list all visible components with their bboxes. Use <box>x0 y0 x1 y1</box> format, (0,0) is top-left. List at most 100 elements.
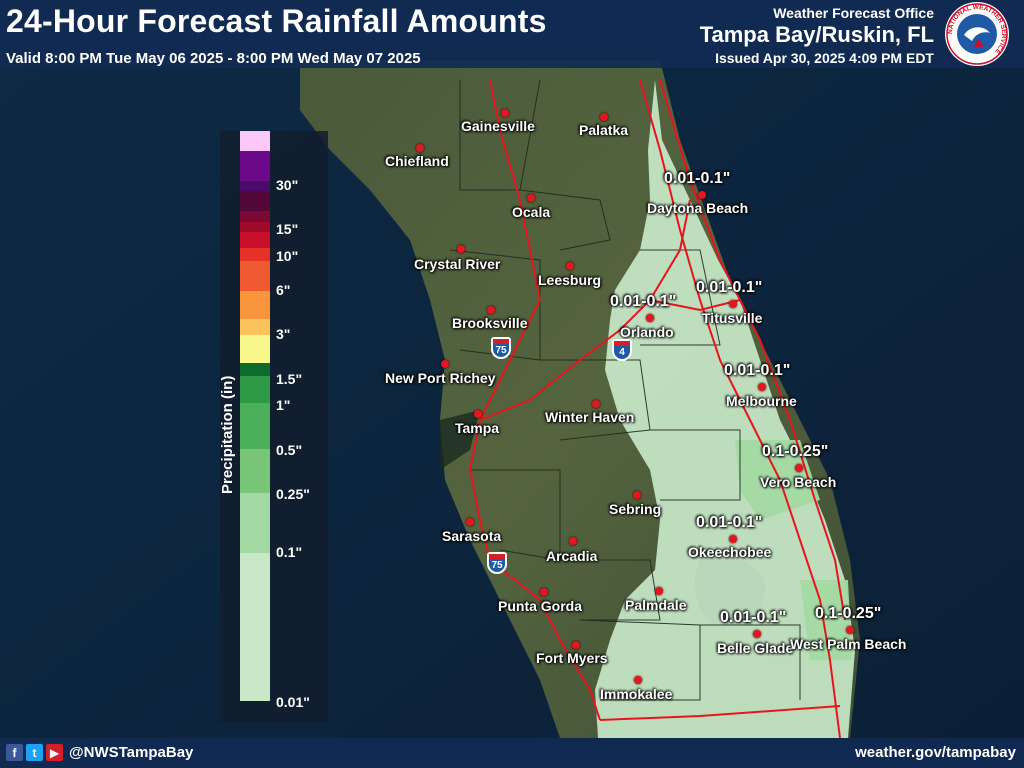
legend-swatch <box>240 248 270 261</box>
header-bar: 24-Hour Forecast Rainfall Amounts Valid … <box>0 0 1024 68</box>
rain-area-0.1-0.25 <box>735 440 852 660</box>
legend-title: Precipitation (in) <box>219 375 236 494</box>
city-marker <box>540 588 548 596</box>
city-label: Crystal River <box>414 256 501 272</box>
legend-tick-label: 15" <box>276 221 299 237</box>
legend-tick-label: 0.25" <box>276 486 310 502</box>
city-label: Tampa <box>455 420 500 436</box>
city-label: Chiefland <box>385 153 449 169</box>
city-label: Punta Gorda <box>498 598 583 614</box>
city-marker <box>698 191 706 199</box>
city-marker <box>527 194 535 202</box>
rainfall-amount-label: 0.1-0.25" <box>815 605 882 622</box>
twitter-icon[interactable]: t <box>26 744 43 761</box>
rainfall-amount-label: 0.01-0.1" <box>720 609 787 626</box>
legend-swatch <box>240 335 270 363</box>
legend-swatch <box>240 291 270 319</box>
legend-swatch <box>240 319 270 335</box>
legend-swatch <box>240 493 270 553</box>
legend-tick-label: 6" <box>276 282 291 298</box>
highway-network <box>468 79 846 739</box>
office-label: Weather Forecast Office <box>773 5 934 21</box>
legend-colorbar <box>240 131 270 701</box>
city-marker <box>729 535 737 543</box>
legend-swatch <box>240 363 270 376</box>
city-marker <box>566 262 574 270</box>
city-marker <box>572 641 580 649</box>
city-marker <box>655 587 663 595</box>
legend-tick-label: 30" <box>276 177 299 193</box>
legend-tick-label: 1.5" <box>276 371 303 387</box>
legend-swatch <box>240 449 270 493</box>
city-marker <box>569 537 577 545</box>
city-label: Leesburg <box>538 272 602 288</box>
legend-tick-label: 0.5" <box>276 442 303 458</box>
city-marker <box>600 113 608 121</box>
city-label: Winter Haven <box>545 409 635 425</box>
social-icons: f t ▶ <box>6 744 63 761</box>
city-label: New Port Richey <box>385 370 496 386</box>
city-label: Immokalee <box>600 686 673 702</box>
legend-swatch <box>240 376 270 403</box>
legend-panel <box>220 131 328 722</box>
legend-swatch <box>240 151 270 181</box>
issued-time: Issued Apr 30, 2025 4:09 PM EDT <box>715 50 934 66</box>
city-label: Sarasota <box>442 528 502 544</box>
city-marker <box>487 306 495 314</box>
facebook-icon[interactable]: f <box>6 744 23 761</box>
nws-logo: NATIONAL WEATHER SERVICE <box>945 2 1009 66</box>
city-marker <box>795 464 803 472</box>
city-label: Ocala <box>512 204 551 220</box>
city-marker <box>416 144 424 152</box>
interstate-shield: 75 <box>487 552 507 574</box>
rainfall-amount-label: 0.01-0.1" <box>610 293 677 310</box>
city-label: Titusville <box>702 310 763 326</box>
footer-bar: f t ▶ @NWSTampaBay weather.gov/tampabay <box>0 738 1024 768</box>
legend-tick-label: 0.1" <box>276 544 303 560</box>
city-label: Fort Myers <box>536 650 608 666</box>
city-marker <box>753 630 761 638</box>
legend-swatch <box>240 403 270 449</box>
city-marker <box>729 300 737 308</box>
city-marker <box>633 491 641 499</box>
legend-swatch <box>240 211 270 222</box>
legend-tick-label: 0.01" <box>276 694 310 710</box>
website-link[interactable]: weather.gov/tampabay <box>855 744 1016 761</box>
city-label: Gainesville <box>461 118 535 134</box>
city-label: Palatka <box>579 122 629 138</box>
valid-period: Valid 8:00 PM Tue May 06 2025 - 8:00 PM … <box>6 50 421 67</box>
legend-tick-label: 3" <box>276 326 291 342</box>
city-label: Sebring <box>609 501 662 517</box>
legend-swatch <box>240 191 270 211</box>
legend-swatch <box>240 553 270 701</box>
tampa-bay <box>440 410 480 470</box>
legend-tick-label: 10" <box>276 248 299 264</box>
city-label: Orlando <box>620 324 674 340</box>
page-title: 24-Hour Forecast Rainfall Amounts <box>6 3 547 39</box>
city-label: West Palm Beach <box>790 636 907 652</box>
rainfall-amount-label: 0.01-0.1" <box>696 514 763 531</box>
interstate-shield: 75 <box>491 337 511 359</box>
legend-swatch <box>240 261 270 291</box>
city-label: Palmdale <box>625 597 687 613</box>
rainfall-amount-label: 0.01-0.1" <box>664 170 731 187</box>
rainfall-amount-label: 0.1-0.25" <box>762 443 829 460</box>
legend-swatch <box>240 232 270 248</box>
city-marker <box>634 676 642 684</box>
city-label: Brooksville <box>452 315 528 331</box>
social-handle[interactable]: @NWSTampaBay <box>69 744 194 761</box>
legend-swatch <box>240 181 270 191</box>
youtube-icon[interactable]: ▶ <box>46 744 63 761</box>
city-marker <box>457 245 465 253</box>
legend-max-arrow <box>240 132 270 151</box>
office-name: Tampa Bay/Ruskin, FL <box>699 22 934 47</box>
legend-swatch <box>240 222 270 232</box>
city-marker <box>592 400 600 408</box>
city-marker <box>466 518 474 526</box>
city-label: Melbourne <box>726 393 797 409</box>
city-marker <box>846 626 854 634</box>
interstate-shield: 4 <box>612 339 632 361</box>
legend-tick-label: 1" <box>276 397 291 413</box>
city-label: Okeechobee <box>688 544 772 560</box>
